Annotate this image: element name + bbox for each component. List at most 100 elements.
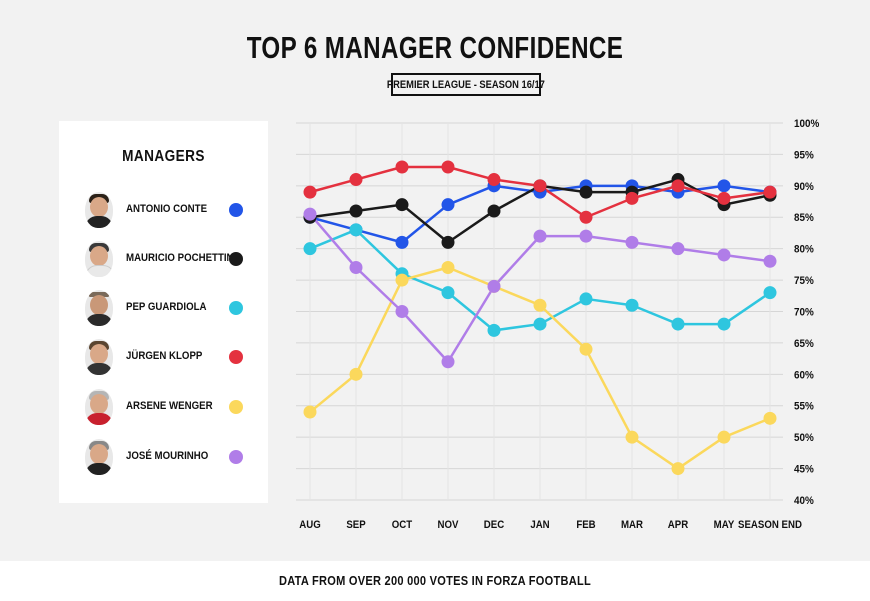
data-point bbox=[533, 229, 547, 243]
data-point bbox=[671, 242, 685, 256]
manager-photo-icon bbox=[85, 339, 113, 375]
data-point bbox=[441, 160, 455, 174]
data-point bbox=[671, 317, 685, 331]
y-tick-label: 80% bbox=[794, 244, 814, 256]
x-tick-label: JAN bbox=[530, 520, 549, 532]
x-tick-label: AUG bbox=[299, 520, 321, 532]
legend-label: PEP GUARDIOLA bbox=[126, 301, 207, 313]
legend-panel: MANAGERS ANTONIO CONTE MAURICIO POCHETTI… bbox=[59, 121, 268, 503]
x-tick-label: OCT bbox=[392, 520, 413, 532]
y-tick-label: 70% bbox=[794, 307, 814, 319]
manager-photo-icon bbox=[85, 290, 113, 326]
legend-label: ARSENE WENGER bbox=[126, 400, 213, 412]
data-point bbox=[487, 204, 501, 218]
data-point bbox=[625, 430, 639, 444]
data-point bbox=[717, 248, 731, 262]
data-point bbox=[763, 254, 777, 268]
data-point bbox=[763, 286, 777, 300]
y-tick-label: 65% bbox=[794, 339, 814, 351]
data-point bbox=[303, 207, 317, 221]
legend-label: MAURICIO POCHETTINO bbox=[126, 252, 242, 264]
subtitle-badge: PREMIER LEAGUE - SEASON 16/17 bbox=[387, 73, 545, 96]
y-tick-label: 45% bbox=[794, 464, 814, 476]
data-point bbox=[533, 298, 547, 312]
data-point bbox=[579, 185, 593, 199]
data-point bbox=[579, 342, 593, 356]
data-point bbox=[763, 185, 777, 199]
legend-item-antonio-conte: ANTONIO CONTE bbox=[59, 190, 268, 230]
legend-color-dot bbox=[229, 350, 243, 364]
manager-photo-icon bbox=[85, 389, 113, 425]
legend-color-dot bbox=[229, 450, 243, 464]
legend-title: MANAGERS bbox=[122, 148, 205, 165]
x-tick-label: MAY bbox=[714, 520, 735, 532]
data-point bbox=[303, 405, 317, 419]
data-point bbox=[395, 305, 409, 318]
data-point bbox=[487, 173, 501, 187]
subtitle-text: PREMIER LEAGUE - SEASON 16/17 bbox=[387, 78, 545, 91]
y-tick-label: 100% bbox=[794, 119, 820, 131]
data-point bbox=[579, 292, 593, 306]
data-point bbox=[625, 235, 639, 249]
data-point bbox=[625, 191, 639, 205]
legend-color-dot bbox=[229, 203, 243, 217]
data-point bbox=[533, 179, 547, 193]
legend-item-jurgen-klopp: JÜRGEN KLOPP bbox=[59, 337, 268, 377]
data-point bbox=[303, 185, 317, 199]
data-point bbox=[441, 235, 455, 249]
legend-color-dot bbox=[229, 400, 243, 414]
legend-color-dot bbox=[229, 252, 243, 266]
data-point bbox=[303, 242, 317, 256]
data-point bbox=[395, 273, 409, 287]
data-point bbox=[533, 317, 547, 331]
y-tick-label: 60% bbox=[794, 370, 814, 382]
chart-title: TOP 6 MANAGER CONFIDENCE bbox=[246, 30, 624, 65]
data-point bbox=[763, 411, 777, 425]
data-point bbox=[395, 198, 409, 212]
manager-photo-icon bbox=[85, 192, 113, 228]
legend-item-arsene-wenger: ARSENE WENGER bbox=[59, 387, 268, 427]
data-point bbox=[349, 223, 363, 237]
data-point bbox=[717, 191, 731, 205]
legend-color-dot bbox=[229, 301, 243, 315]
data-point bbox=[349, 173, 363, 187]
data-point bbox=[395, 160, 409, 174]
legend-item-mauricio-pochettino: MAURICIO POCHETTINO bbox=[59, 239, 268, 279]
data-point bbox=[349, 261, 363, 275]
footer-bar: DATA FROM OVER 200 000 VOTES IN FORZA FO… bbox=[0, 561, 870, 601]
x-tick-label: SEASON END bbox=[738, 520, 802, 532]
y-tick-label: 40% bbox=[794, 496, 814, 508]
legend-item-pep-guardiola: PEP GUARDIOLA bbox=[59, 288, 268, 328]
data-point bbox=[717, 317, 731, 331]
data-point bbox=[671, 462, 685, 476]
x-tick-label: NOV bbox=[438, 520, 459, 532]
legend-label: JÜRGEN KLOPP bbox=[126, 350, 203, 362]
data-point bbox=[395, 235, 409, 249]
y-tick-label: 90% bbox=[794, 181, 814, 193]
data-point bbox=[487, 323, 501, 337]
y-tick-label: 55% bbox=[794, 401, 814, 413]
manager-photo-icon bbox=[85, 439, 113, 475]
data-point bbox=[349, 367, 363, 381]
data-point bbox=[671, 179, 685, 193]
data-point bbox=[579, 210, 593, 224]
x-tick-label: APR bbox=[668, 520, 689, 532]
data-point bbox=[349, 204, 363, 218]
x-tick-label: MAR bbox=[621, 520, 644, 532]
x-tick-label: SEP bbox=[346, 520, 365, 532]
data-point bbox=[441, 261, 455, 275]
data-point bbox=[441, 286, 455, 300]
x-tick-label: DEC bbox=[484, 520, 505, 532]
y-tick-label: 75% bbox=[794, 276, 814, 288]
data-point bbox=[441, 198, 455, 212]
data-point bbox=[441, 355, 455, 369]
manager-photo-icon bbox=[85, 241, 113, 277]
footer-note: DATA FROM OVER 200 000 VOTES IN FORZA FO… bbox=[279, 573, 591, 588]
y-tick-label: 85% bbox=[794, 213, 814, 225]
y-tick-label: 50% bbox=[794, 433, 814, 445]
legend-label: JOSÉ MOURINHO bbox=[126, 450, 209, 462]
data-point bbox=[579, 229, 593, 243]
data-point bbox=[717, 430, 731, 444]
x-tick-label: FEB bbox=[576, 520, 596, 532]
